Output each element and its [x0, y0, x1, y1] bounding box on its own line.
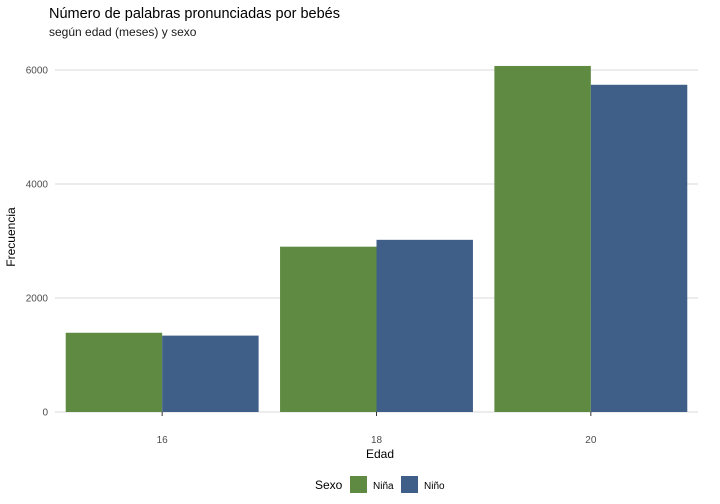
bar-Niña-20 [494, 65, 591, 412]
legend-label: Niña [373, 481, 394, 492]
x-axis-ticks: 16 18 20 [157, 412, 597, 446]
bar-Niño-16 [162, 335, 259, 412]
bar-Niño-18 [376, 239, 473, 412]
legend-swatch [350, 476, 367, 493]
chart-title: Número de palabras pronunciadas por bebé… [49, 6, 340, 22]
legend-title: Sexo [315, 478, 343, 492]
y-tick-label: 6000 [26, 65, 49, 76]
x-tick-label: 16 [157, 435, 169, 446]
legend-label: Niño [424, 481, 445, 492]
y-tick-label: 2000 [26, 293, 49, 304]
bar-Niño-20 [590, 84, 688, 412]
bar-Niña-16 [65, 332, 163, 412]
y-tick-label: 4000 [26, 179, 49, 190]
x-tick-label: 20 [585, 435, 597, 446]
legend: Sexo Niña Niño [315, 476, 445, 493]
legend-swatch [401, 476, 418, 493]
y-tick-label: 0 [42, 408, 48, 419]
legend-items: Niña Niño [350, 476, 445, 493]
x-axis-title: Edad [366, 447, 394, 461]
chart-subtitle: según edad (meses) y sexo [49, 25, 197, 39]
y-axis-ticks: 0 2000 4000 6000 [26, 65, 49, 418]
x-tick-label: 18 [371, 435, 383, 446]
bars [65, 65, 688, 412]
bar-Niña-18 [280, 246, 377, 412]
y-axis-title: Frecuencia [4, 207, 18, 267]
